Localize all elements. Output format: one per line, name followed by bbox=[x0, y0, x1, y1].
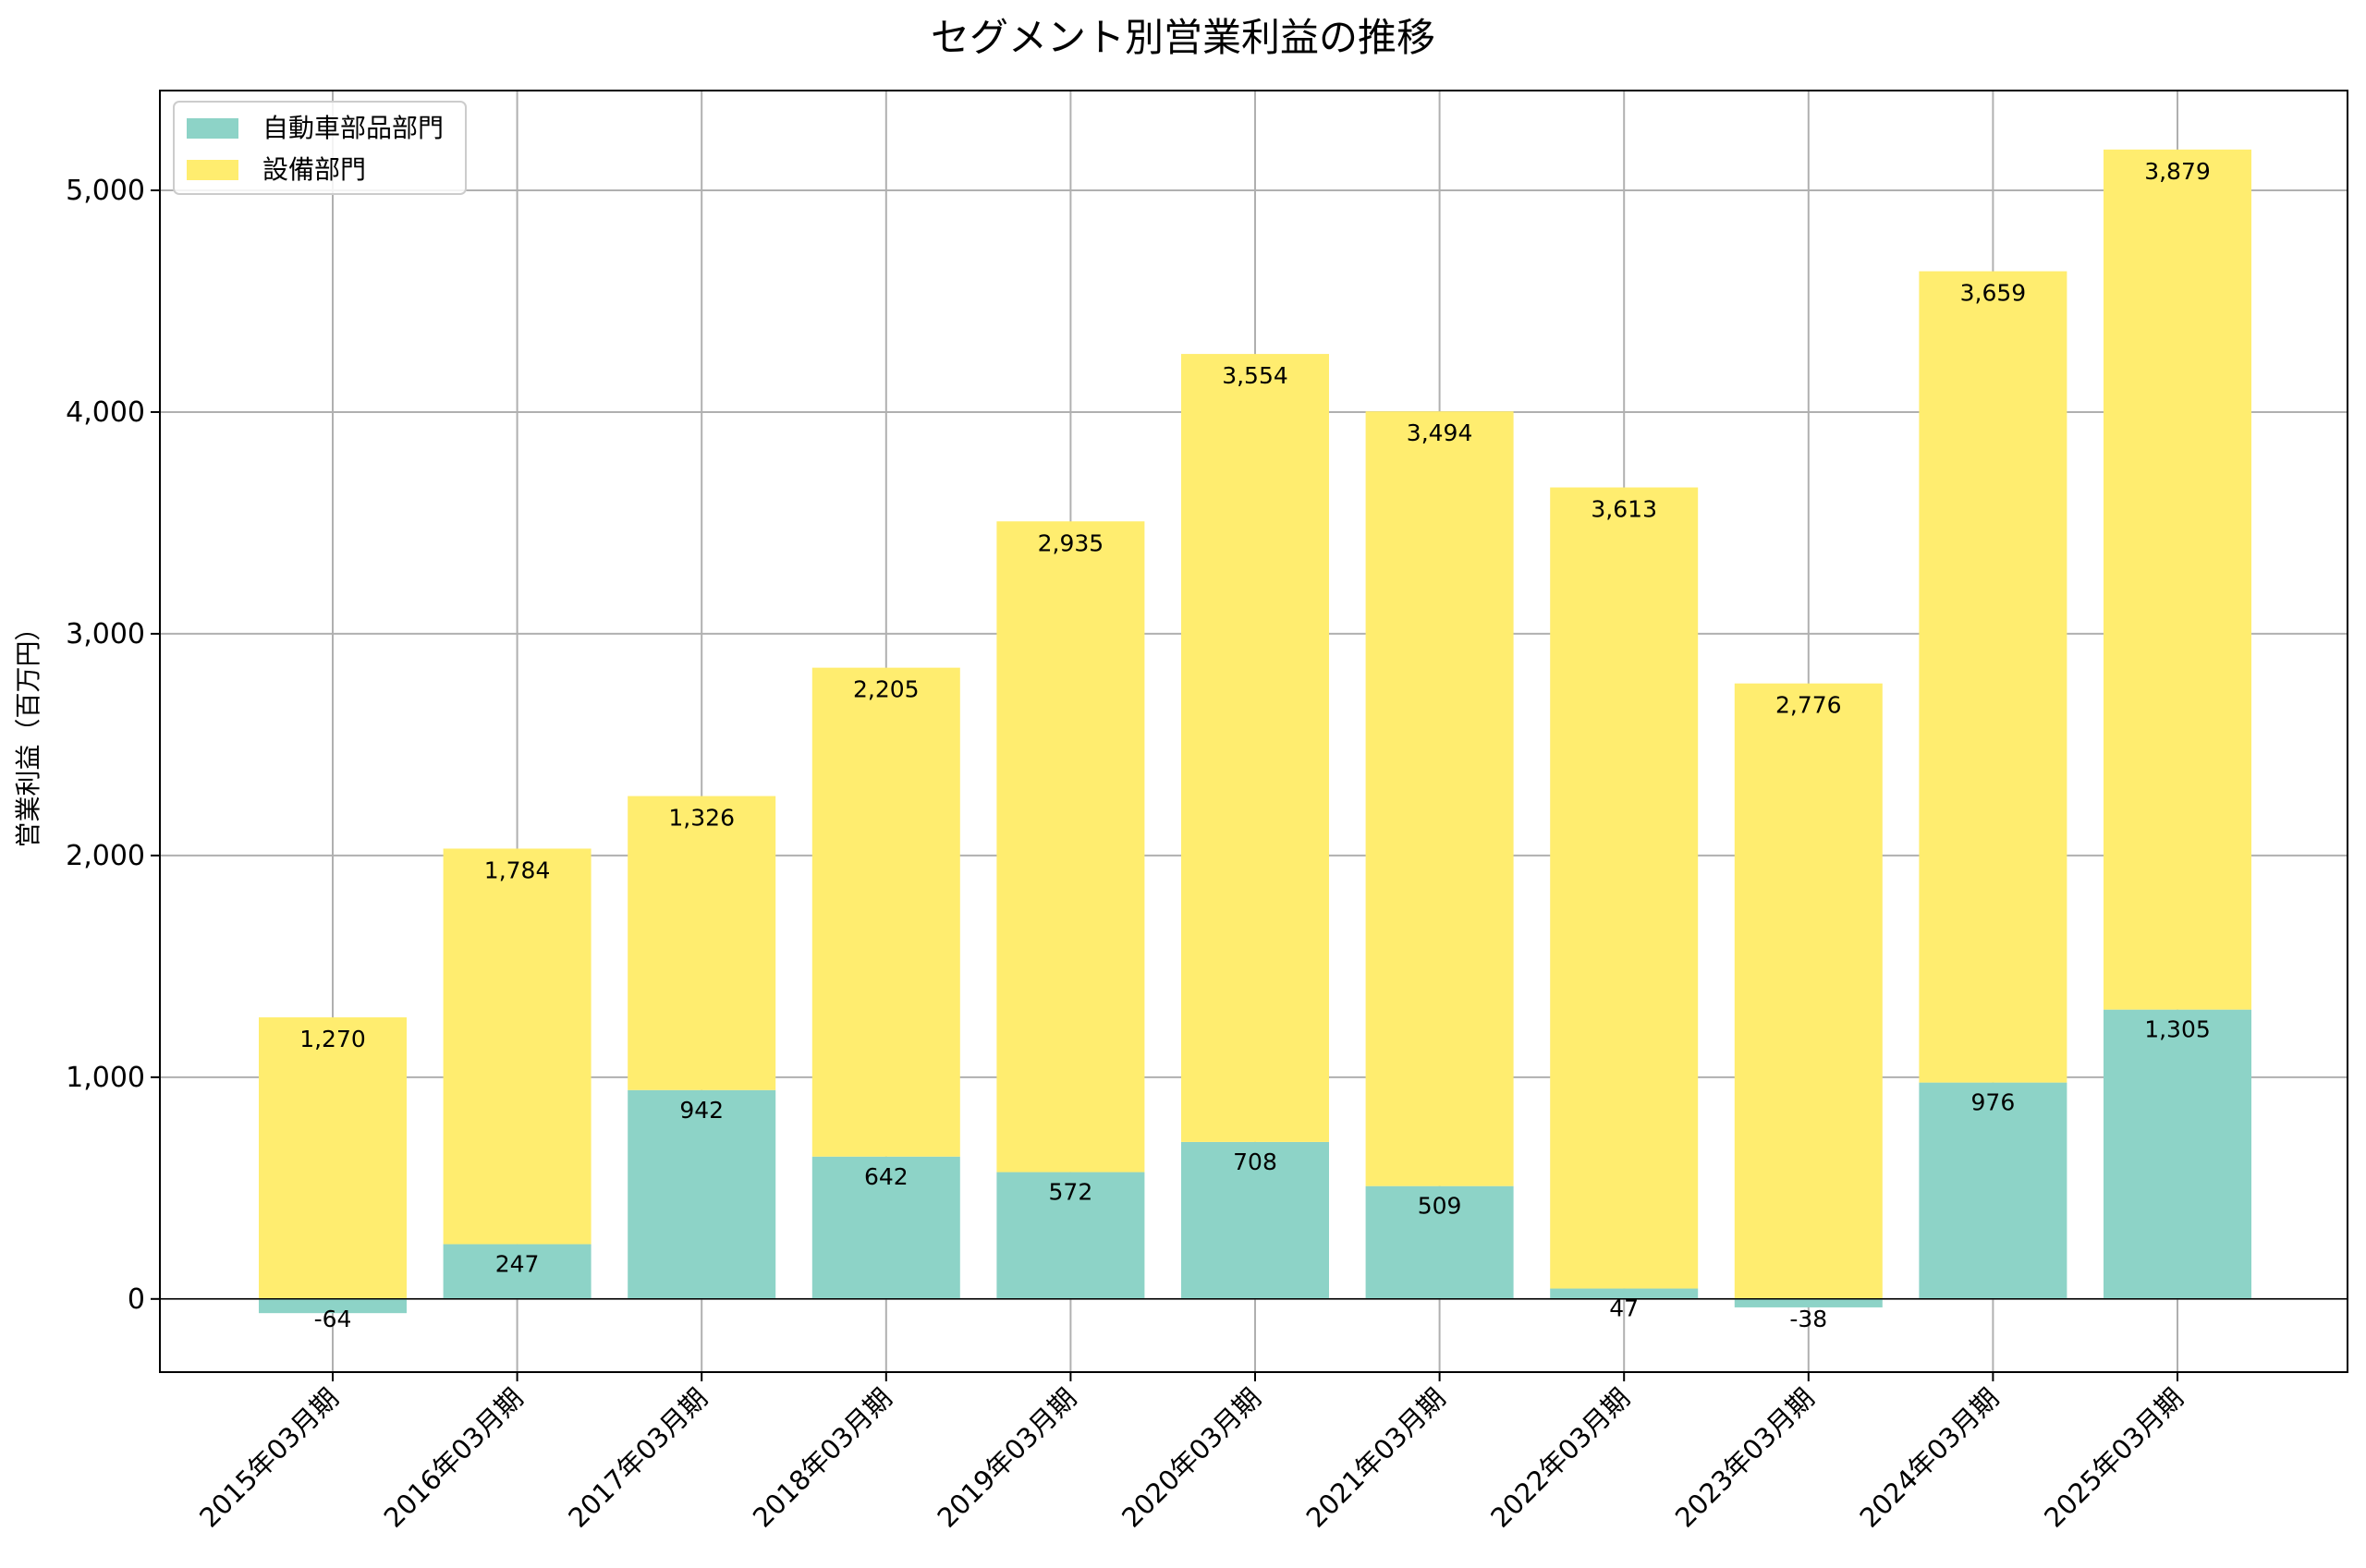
x-tick-label: 2021年03月期 bbox=[1300, 1382, 1452, 1534]
y-tick-label: 0 bbox=[128, 1283, 145, 1316]
data-label-series2: 3,879 bbox=[2144, 158, 2211, 185]
bar-series2 bbox=[259, 1017, 407, 1299]
bar-series2 bbox=[1550, 487, 1699, 1289]
data-label-series1: 1,305 bbox=[2144, 1016, 2211, 1043]
bar-series1 bbox=[628, 1089, 776, 1299]
bar-series2 bbox=[1734, 683, 1883, 1299]
data-label-series2: 2,935 bbox=[1038, 529, 1104, 556]
data-label-series1: 642 bbox=[864, 1163, 909, 1190]
bar-series2 bbox=[1365, 411, 1514, 1186]
x-tick-label: 2016年03月期 bbox=[378, 1382, 530, 1534]
data-label-series2: 3,554 bbox=[1222, 362, 1288, 389]
legend-box bbox=[173, 101, 467, 195]
y-tick-label: 5,000 bbox=[66, 175, 145, 207]
x-tick-label: 2024年03月期 bbox=[1853, 1382, 2005, 1534]
x-tick-label: 2020年03月期 bbox=[1116, 1382, 1267, 1534]
legend-label: 設備部門 bbox=[262, 154, 366, 185]
data-label-series1: -38 bbox=[1789, 1306, 1827, 1332]
bar-series1 bbox=[2104, 1009, 2251, 1299]
x-tick-label: 2025年03月期 bbox=[2038, 1382, 2189, 1534]
bar-series1 bbox=[996, 1172, 1145, 1299]
chart-title: セグメント別営業利益の推移 bbox=[931, 15, 1435, 60]
data-label-series1: -64 bbox=[314, 1306, 352, 1332]
bars-layer bbox=[259, 149, 2251, 1314]
bar-series2 bbox=[996, 521, 1145, 1173]
data-label-series2: 1,270 bbox=[299, 1026, 366, 1052]
x-tick-label: 2015年03月期 bbox=[193, 1382, 345, 1534]
legend-swatch bbox=[187, 118, 238, 139]
bar-series1 bbox=[259, 1298, 407, 1314]
x-tick-label: 2023年03月期 bbox=[1669, 1382, 1821, 1534]
data-label-series2: 3,659 bbox=[1960, 280, 2027, 307]
y-tick-label: 1,000 bbox=[66, 1062, 145, 1094]
data-label-series1: 247 bbox=[495, 1251, 540, 1278]
bar-series1 bbox=[1181, 1141, 1329, 1299]
bar-series2 bbox=[811, 667, 960, 1157]
data-label-series2: 2,776 bbox=[1775, 692, 1842, 719]
y-tick-label: 4,000 bbox=[66, 396, 145, 429]
data-label-series1: 708 bbox=[1233, 1149, 1277, 1175]
data-label-series1: 942 bbox=[679, 1097, 724, 1124]
legend-label: 自動車部品部門 bbox=[262, 113, 444, 143]
data-label-series2: 3,494 bbox=[1407, 419, 1473, 446]
x-tick-label: 2017年03月期 bbox=[562, 1382, 713, 1534]
legend-swatch bbox=[187, 160, 238, 180]
bar-series2 bbox=[2104, 149, 2251, 1010]
bar-series1 bbox=[811, 1156, 960, 1299]
data-label-series2: 2,205 bbox=[853, 676, 920, 703]
x-tick-label: 2018年03月期 bbox=[747, 1382, 898, 1534]
data-label-series1: 509 bbox=[1418, 1193, 1462, 1220]
data-label-series2: 1,326 bbox=[668, 805, 735, 832]
y-axis-label: 営業利益（百万円） bbox=[13, 614, 43, 847]
bar-series1 bbox=[1365, 1185, 1514, 1299]
x-tick-label: 2019年03月期 bbox=[931, 1382, 1082, 1534]
bar-series1 bbox=[1919, 1082, 2067, 1299]
plot-frame bbox=[159, 90, 2348, 1373]
data-label-series1: 572 bbox=[1049, 1179, 1093, 1206]
data-label-series2: 1,784 bbox=[484, 857, 551, 883]
data-label-series1: 976 bbox=[1971, 1089, 2016, 1116]
bar-series1 bbox=[1734, 1298, 1883, 1307]
y-tick-label: 2,000 bbox=[66, 840, 145, 872]
bar-series2 bbox=[628, 796, 776, 1090]
y-tick-label: 3,000 bbox=[66, 618, 145, 650]
data-label-series2: 3,613 bbox=[1591, 496, 1657, 523]
x-tick-label: 2022年03月期 bbox=[1484, 1382, 1636, 1534]
bar-series2 bbox=[1919, 271, 2067, 1083]
bar-series2 bbox=[1181, 354, 1329, 1142]
bar-series2 bbox=[443, 848, 592, 1245]
bar-series1 bbox=[1550, 1288, 1699, 1299]
bar-series1 bbox=[443, 1244, 592, 1299]
